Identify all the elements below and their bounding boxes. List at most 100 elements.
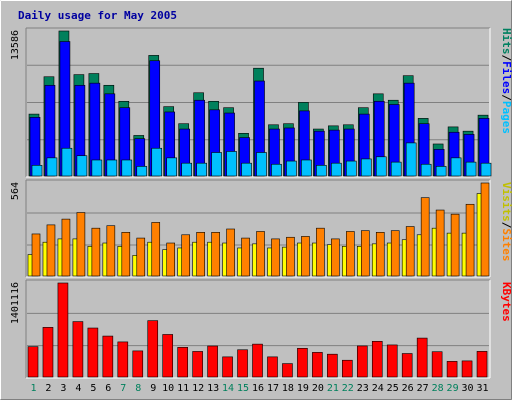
bar-sites-day-5 [91, 227, 101, 277]
bar-kbytes-day-27 [416, 337, 428, 378]
x-tick-label-day-11: 11 [177, 383, 189, 394]
panel-1: 13586 Hits/Files/Pages [10, 27, 512, 178]
bar-sites-day-29 [450, 213, 460, 277]
bar-pages-day-16 [256, 152, 267, 177]
legend-pages: Pages [500, 101, 512, 134]
legend-separator: / [500, 55, 512, 62]
bar-sites-day-25 [390, 230, 400, 277]
bar-pages-day-18 [286, 160, 297, 177]
legend-separator: / [500, 94, 512, 101]
x-tick-label-day-24: 24 [372, 383, 384, 394]
bar-sites-day-30 [465, 203, 475, 277]
bar-pages-day-5 [91, 159, 103, 177]
bar-pages-day-8 [136, 166, 148, 177]
bar-kbytes-day-30 [461, 360, 473, 378]
x-tick-label-day-22: 22 [342, 383, 354, 394]
bar-sites-day-19 [301, 236, 310, 277]
legend-files: Files [500, 61, 512, 94]
bar-kbytes-day-7 [117, 341, 129, 378]
x-tick-label-day-16: 16 [252, 383, 264, 394]
bar-kbytes-day-4 [72, 321, 84, 378]
bar-sites-day-24 [375, 232, 385, 277]
bar-pages-day-11 [181, 162, 192, 177]
x-tick-label-day-1: 1 [30, 383, 36, 394]
bar-kbytes-day-23 [356, 345, 368, 378]
bar-pages-day-14 [226, 151, 237, 177]
bar-sites-day-22 [346, 231, 355, 277]
bar-sites-day-10 [166, 242, 176, 277]
bar-sites-day-8 [136, 237, 146, 277]
bar-sites-day-27 [420, 197, 430, 277]
y-max-label: 1401116 [10, 282, 21, 324]
bar-sites-day-18 [286, 236, 295, 277]
x-tick-label-day-27: 27 [417, 383, 429, 394]
legend: Hits/Files/Pages [500, 28, 512, 134]
y-max-label: 564 [10, 182, 21, 200]
chart-title: Daily usage for May 2005 [18, 9, 177, 22]
bar-kbytes-day-13 [207, 345, 218, 378]
bar-sites-day-13 [211, 232, 220, 277]
bar-kbytes-day-1 [27, 346, 39, 378]
bar-kbytes-day-14 [222, 356, 233, 378]
bar-sites-day-1 [31, 233, 41, 277]
bar-kbytes-day-6 [102, 335, 114, 378]
panel-2: 564 Visits/Sites [10, 179, 512, 278]
legend-separator: / [500, 222, 512, 229]
bar-sites-day-14 [226, 228, 235, 277]
bar-pages-day-3 [61, 147, 73, 177]
bar-pages-day-22 [346, 160, 357, 177]
x-tick-label-day-5: 5 [90, 383, 96, 394]
x-tick-label-day-4: 4 [75, 383, 81, 394]
bar-kbytes-day-26 [401, 353, 413, 378]
bar-sites-day-23 [360, 230, 370, 277]
bar-kbytes-day-11 [177, 347, 188, 378]
legend: Visits/Sites [500, 182, 512, 262]
x-tick-label-day-30: 30 [462, 383, 474, 394]
bar-kbytes-day-24 [371, 341, 383, 378]
bar-kbytes-day-12 [192, 351, 203, 378]
bar-pages-day-19 [301, 159, 312, 177]
bar-kbytes-day-8 [132, 350, 144, 378]
bar-pages-day-10 [166, 157, 178, 177]
bar-pages-day-7 [121, 159, 133, 177]
bar-sites-day-2 [46, 224, 56, 277]
x-tick-label-day-14: 14 [222, 383, 234, 394]
legend-sites: Sites [500, 228, 512, 261]
bar-sites-day-15 [241, 237, 250, 277]
bar-kbytes-day-5 [87, 327, 99, 378]
x-tick-label-day-7: 7 [120, 383, 126, 394]
bar-sites-day-6 [106, 225, 116, 277]
bar-pages-day-31 [480, 162, 492, 177]
bar-kbytes-day-15 [237, 349, 248, 378]
x-tick-label-day-15: 15 [237, 383, 249, 394]
bar-pages-day-27 [420, 163, 432, 177]
panel-3: 1401116 KBytes [10, 279, 512, 379]
bar-pages-day-26 [405, 142, 417, 177]
x-tick-label-day-6: 6 [105, 383, 111, 394]
legend-kbytes: KBytes [500, 282, 512, 322]
bar-kbytes-day-17 [267, 356, 278, 378]
bar-pages-day-9 [151, 147, 163, 177]
x-tick-label-day-18: 18 [282, 383, 294, 394]
bar-pages-day-12 [196, 162, 207, 177]
x-tick-label-day-17: 17 [267, 383, 279, 394]
x-tick-label-day-12: 12 [192, 383, 204, 394]
legend: KBytes [500, 282, 512, 322]
x-tick-label-day-19: 19 [297, 383, 309, 394]
bar-sites-day-9 [151, 222, 161, 277]
bar-kbytes-day-9 [147, 320, 159, 378]
bar-pages-day-21 [331, 162, 342, 177]
bar-pages-day-29 [450, 157, 462, 177]
bar-sites-day-7 [121, 232, 131, 277]
x-tick-label-day-13: 13 [207, 383, 219, 394]
bar-sites-day-4 [76, 212, 86, 277]
y-max-label: 13586 [10, 30, 21, 60]
x-tick-label-day-10: 10 [162, 383, 174, 394]
bar-pages-day-20 [316, 165, 327, 177]
bar-pages-day-1 [31, 165, 43, 177]
x-tick-label-day-29: 29 [447, 383, 459, 394]
x-tick-label-day-25: 25 [387, 383, 399, 394]
x-tick-label-day-21: 21 [327, 383, 339, 394]
x-tick-label-day-2: 2 [45, 383, 51, 394]
